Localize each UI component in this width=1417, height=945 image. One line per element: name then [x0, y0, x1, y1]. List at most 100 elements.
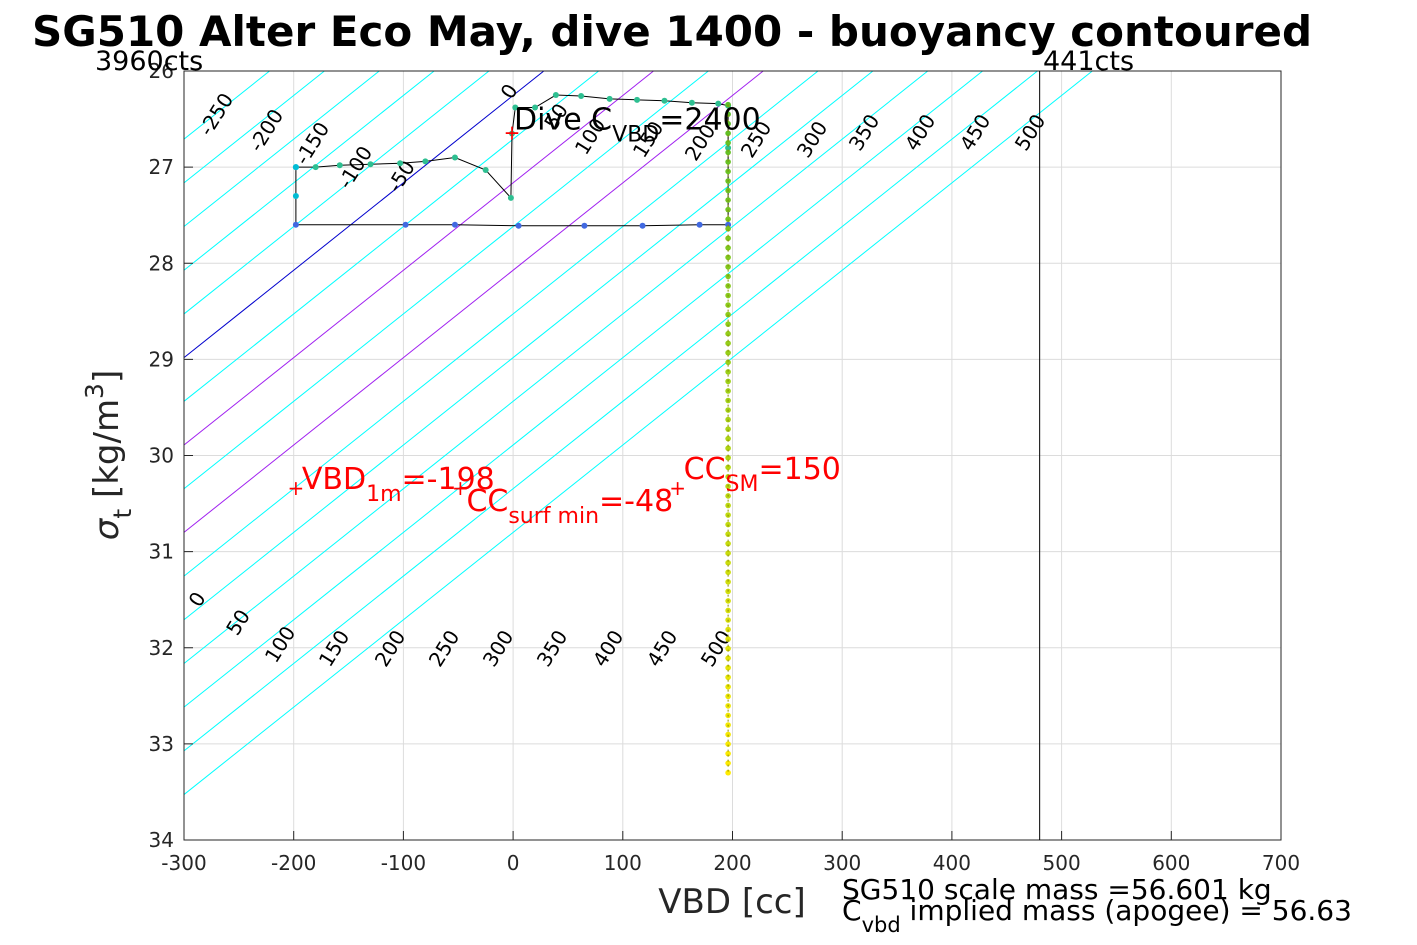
dive-track-point — [661, 97, 668, 104]
dive-track-point — [715, 100, 722, 107]
buoyancy-contour — [184, 71, 874, 621]
profile-point — [725, 435, 731, 442]
dive-track-point — [336, 162, 343, 169]
dive-track-point — [507, 194, 514, 201]
marker-label: CCSM=150 — [684, 452, 841, 497]
profile-point — [725, 264, 731, 270]
y-tick-label: 33 — [149, 732, 174, 756]
marker-plus: + — [504, 120, 521, 144]
profile-point — [725, 750, 731, 757]
x-tick-label: 100 — [604, 851, 642, 875]
x-tick-label: 600 — [1152, 851, 1190, 875]
profile-point — [725, 216, 731, 222]
profile-point — [725, 769, 731, 776]
profile-point — [725, 626, 731, 633]
marker-labels: +Dive CVBD=2400+VBD1m=-198+CCsurf min=-4… — [288, 102, 841, 529]
profile-point — [725, 464, 731, 471]
profile-point — [725, 559, 731, 566]
top-right-label: 441cts — [1043, 46, 1134, 77]
contour-bottom-label: 400 — [588, 626, 629, 671]
y-tick-label: 29 — [149, 347, 174, 371]
dive-track-point — [451, 221, 458, 228]
y-axis-label-main: σ — [87, 517, 127, 540]
profile-point — [725, 521, 731, 528]
x-axis-ticks: -300 -200 -100 0 100 200 300 400 500 600 700 — [161, 831, 1300, 875]
x-tick-label: -100 — [381, 851, 426, 875]
marker-label: VBD1m=-198 — [302, 462, 495, 507]
marker-label-value: =-198 — [402, 462, 495, 497]
dive-track-point — [312, 164, 319, 171]
chart-title: SG510 Alter Eco May, dive 1400 - buoyanc… — [32, 7, 1312, 56]
buoyancy-contour — [184, 71, 435, 271]
buoyancy-contour — [184, 71, 490, 315]
dive-track-point — [422, 158, 429, 165]
contour-top-label: -250 — [194, 89, 238, 140]
x-axis-label: VBD [cc] — [658, 882, 806, 922]
contour-bottom-label: 300 — [478, 626, 519, 671]
profile-point — [725, 655, 731, 661]
profile-point — [725, 130, 731, 137]
buoyancy-contour — [184, 71, 1093, 796]
marker-label-value: =150 — [759, 452, 841, 487]
y-axis-ticks: 26 27 28 29 30 31 32 33 34 — [149, 59, 193, 852]
contour-top-label: -150 — [290, 118, 334, 169]
marker-label-value: =-48 — [599, 484, 673, 519]
marker-plus: + — [669, 476, 686, 500]
footer-implied-post: implied mass (apogee) = 56.63 — [901, 894, 1352, 927]
profile-point — [725, 416, 731, 423]
profile-point — [725, 760, 731, 766]
dive-track-point — [532, 104, 539, 111]
y-tick-label: 26 — [149, 59, 174, 83]
dive-track-point — [606, 95, 613, 102]
dive-track-point — [725, 144, 732, 151]
contour-top-label: 450 — [955, 110, 996, 155]
buoyancy-contour — [184, 71, 599, 402]
contour-top-label: 300 — [792, 117, 833, 162]
x-tick-label: 400 — [933, 851, 971, 875]
profile-point — [725, 254, 731, 261]
x-tick-label: 300 — [823, 851, 861, 875]
marker-label-value: =2400 — [659, 102, 760, 137]
contour-bottom-label: 250 — [424, 626, 465, 671]
profile-point — [725, 550, 731, 557]
profile-point — [725, 579, 731, 585]
buoyancy-contour — [184, 71, 709, 490]
dive-track-point — [634, 96, 641, 103]
marker-label-sub: SM — [726, 472, 759, 497]
marker-label-sub: VBD — [612, 122, 659, 147]
dive-track-point — [397, 160, 404, 167]
y-axis-label-sub: t — [108, 509, 137, 519]
y-tick-label: 30 — [149, 444, 174, 468]
x-tick-label: -300 — [161, 851, 206, 875]
buoyancy-contour — [184, 71, 929, 665]
dive-track-point — [552, 92, 559, 99]
profile-point — [725, 140, 731, 146]
y-tick-label: 27 — [149, 155, 174, 179]
profile-point — [725, 330, 731, 337]
y-axis-label-unit-close: ] — [87, 370, 127, 383]
profile-point — [725, 149, 731, 156]
dive-track-point — [512, 104, 519, 111]
profile-point — [725, 235, 731, 242]
contour-bottom-label: 100 — [260, 622, 301, 667]
footer-implied-main: C — [842, 894, 862, 927]
profile-point — [725, 225, 731, 232]
marker-label-sub: surf min — [508, 504, 599, 529]
profile-point — [725, 664, 731, 671]
footer-implied-sub: vbd — [862, 913, 901, 937]
profile-point — [725, 159, 731, 165]
profile-point — [725, 369, 731, 375]
dive-track-point — [688, 99, 695, 106]
contour-bottom-label: 450 — [642, 626, 683, 671]
contour-bottom-label: 200 — [370, 626, 411, 671]
dive-track-point — [402, 221, 409, 228]
profile-point — [725, 741, 731, 747]
buoyancy-contour — [184, 71, 380, 228]
buoyancy-contour — [184, 71, 654, 446]
marker-label-main: CC — [466, 484, 508, 519]
buoyancy-contour — [184, 71, 819, 577]
profile-point — [725, 359, 731, 366]
marker-plus: + — [452, 476, 469, 500]
profile-point — [725, 120, 731, 127]
